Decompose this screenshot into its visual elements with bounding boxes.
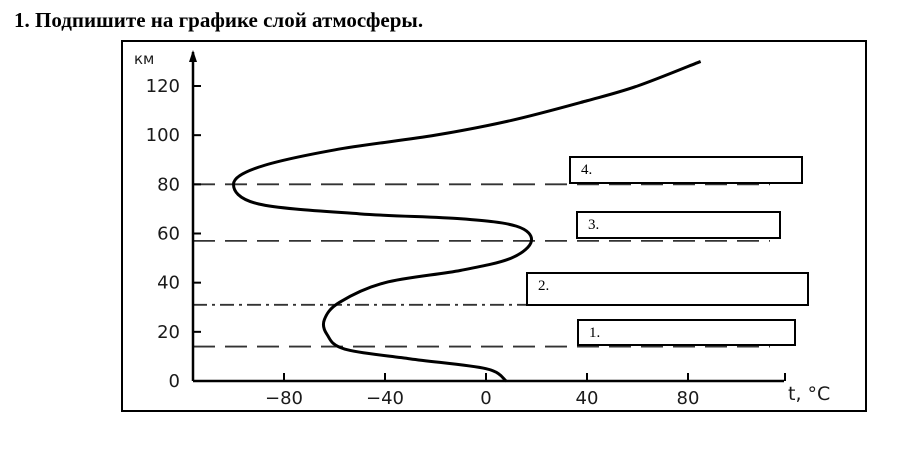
y-tick-label: 40 — [157, 273, 180, 294]
y-tick-label: 60 — [157, 224, 180, 245]
answer-box-1[interactable]: 1. — [577, 319, 796, 346]
y-tick-label: 100 — [146, 125, 180, 146]
y-tick-label: 120 — [146, 76, 180, 97]
x-tick-label: −40 — [366, 388, 404, 409]
temperature-curve — [231, 60, 702, 383]
answer-box-3[interactable]: 3. — [576, 211, 781, 239]
answer-box-3-label: 3. — [588, 217, 600, 233]
x-tick-label: 80 — [677, 388, 700, 409]
x-axis-label: t, °C — [788, 383, 830, 405]
y-tick-label: 80 — [157, 174, 180, 195]
answer-box-1-label: 1. — [589, 325, 601, 341]
answer-box-4[interactable]: 4. — [569, 156, 803, 184]
answer-box-2-label: 2. — [538, 278, 550, 294]
y-axis-label: км — [134, 50, 154, 68]
page-title: 1. Подпишите на графике слой атмосферы. — [14, 8, 424, 32]
answer-box-4-label: 4. — [581, 162, 593, 178]
y-tick-label: 0 — [169, 371, 180, 392]
x-tick-label: −80 — [265, 388, 303, 409]
answer-box-2[interactable]: 2. — [526, 272, 809, 306]
x-tick-label: 40 — [576, 388, 599, 409]
y-tick-label: 20 — [157, 322, 180, 343]
y-axis-arrow — [189, 50, 197, 62]
x-tick-label: 0 — [480, 388, 491, 409]
